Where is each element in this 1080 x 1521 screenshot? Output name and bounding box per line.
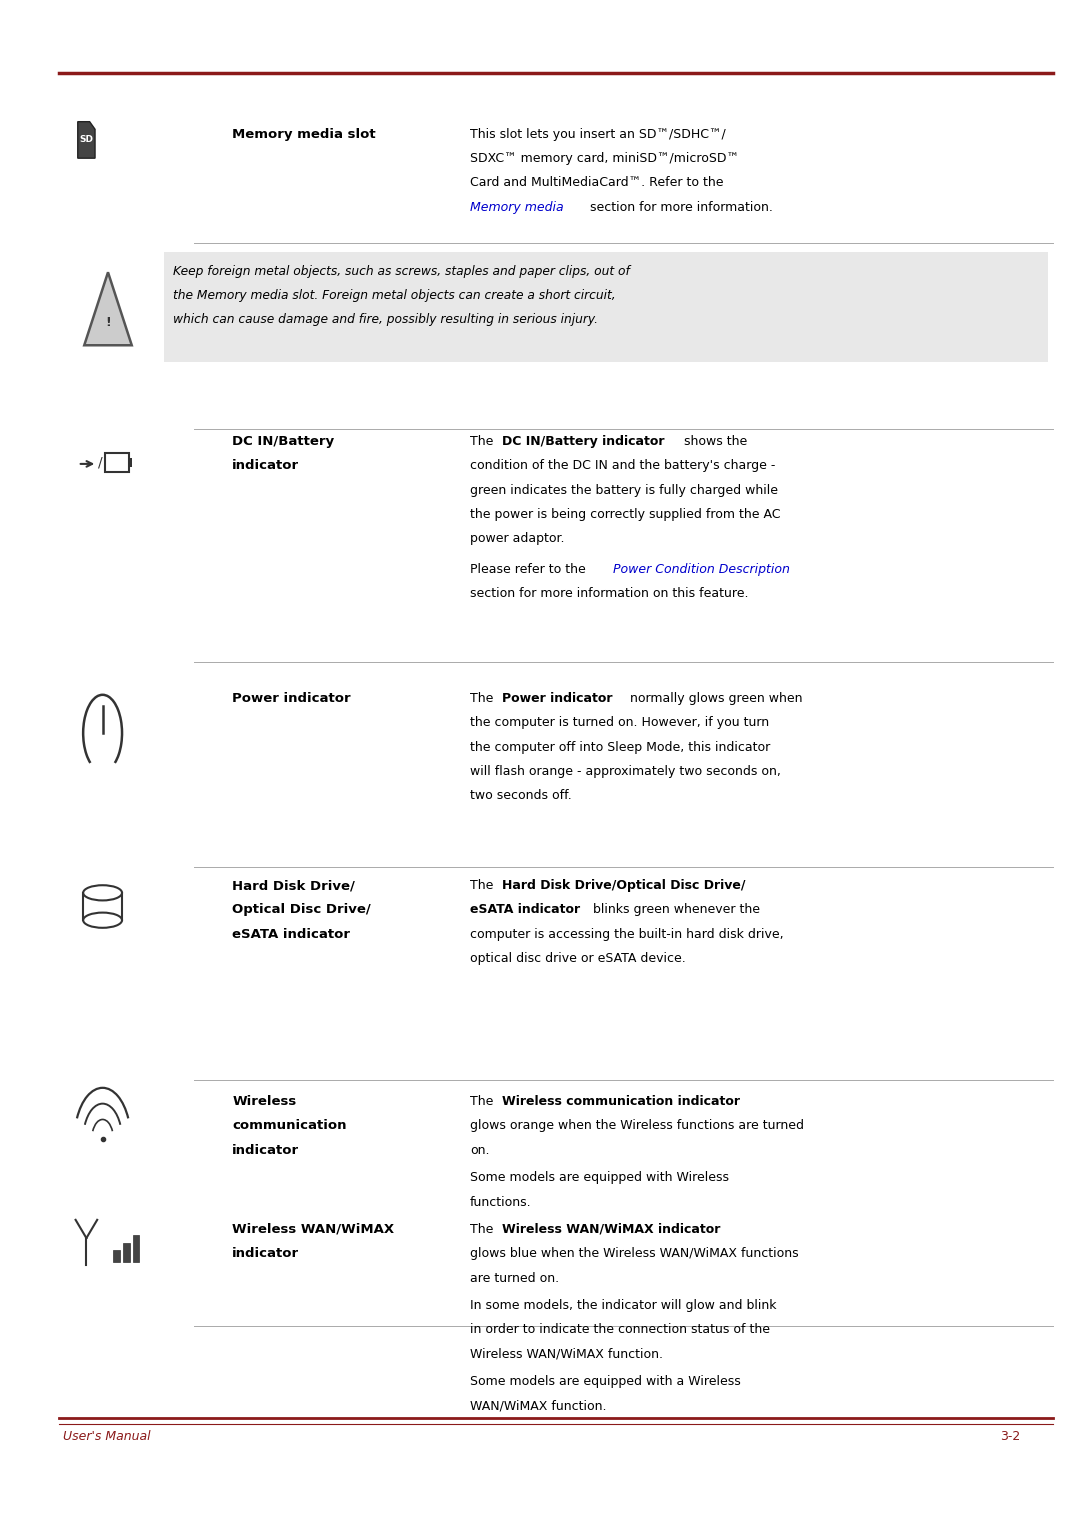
Text: will flash orange - approximately two seconds on,: will flash orange - approximately two se… (470, 765, 781, 779)
Text: Wireless WAN/WiMAX function.: Wireless WAN/WiMAX function. (470, 1348, 663, 1361)
Text: User's Manual: User's Manual (63, 1430, 150, 1443)
Text: on.: on. (470, 1144, 489, 1157)
Text: Power indicator: Power indicator (232, 692, 351, 706)
Polygon shape (84, 272, 132, 345)
Text: This slot lets you insert an SD™/SDHC™/: This slot lets you insert an SD™/SDHC™/ (470, 128, 726, 141)
Text: DC IN/Battery indicator: DC IN/Battery indicator (502, 435, 664, 449)
Text: Keep foreign metal objects, such as screws, staples and paper clips, out of: Keep foreign metal objects, such as scre… (173, 265, 630, 278)
Text: Memory media: Memory media (470, 201, 564, 214)
Text: /: / (98, 455, 103, 470)
Text: 3-2: 3-2 (1000, 1430, 1021, 1443)
Text: are turned on.: are turned on. (470, 1272, 559, 1285)
Text: The: The (470, 435, 497, 449)
Text: Wireless communication indicator: Wireless communication indicator (502, 1095, 740, 1109)
Text: the Memory media slot. Foreign metal objects can create a short circuit,: the Memory media slot. Foreign metal obj… (173, 289, 616, 303)
Text: Please refer to the: Please refer to the (470, 563, 590, 576)
Text: The: The (470, 1223, 497, 1237)
Text: the computer is turned on. However, if you turn: the computer is turned on. However, if y… (470, 716, 769, 730)
Text: shows the: shows the (680, 435, 747, 449)
Text: Card and MultiMediaCard™. Refer to the: Card and MultiMediaCard™. Refer to the (470, 176, 724, 190)
Text: Optical Disc Drive/: Optical Disc Drive/ (232, 903, 370, 917)
FancyBboxPatch shape (113, 1250, 120, 1262)
Text: Some models are equipped with a Wireless: Some models are equipped with a Wireless (470, 1375, 741, 1389)
Text: the power is being correctly supplied from the AC: the power is being correctly supplied fr… (470, 508, 780, 522)
Text: indicator: indicator (232, 1144, 299, 1157)
Text: section for more information.: section for more information. (586, 201, 773, 214)
Text: condition of the DC IN and the battery's charge -: condition of the DC IN and the battery's… (470, 459, 775, 473)
Text: indicator: indicator (232, 459, 299, 473)
Text: Wireless WAN/WiMAX: Wireless WAN/WiMAX (232, 1223, 394, 1237)
Text: blinks green whenever the: blinks green whenever the (589, 903, 759, 917)
Text: Power Condition Description: Power Condition Description (613, 563, 791, 576)
Text: The: The (470, 879, 497, 893)
Text: glows blue when the Wireless WAN/WiMAX functions: glows blue when the Wireless WAN/WiMAX f… (470, 1247, 798, 1261)
FancyBboxPatch shape (123, 1243, 130, 1262)
Text: power adaptor.: power adaptor. (470, 532, 564, 546)
FancyBboxPatch shape (129, 458, 132, 467)
Text: Some models are equipped with Wireless: Some models are equipped with Wireless (470, 1171, 729, 1185)
Text: which can cause damage and fire, possibly resulting in serious injury.: which can cause damage and fire, possibl… (173, 313, 598, 327)
Text: Memory media slot: Memory media slot (232, 128, 376, 141)
Text: WAN/WiMAX function.: WAN/WiMAX function. (470, 1399, 606, 1413)
Text: green indicates the battery is fully charged while: green indicates the battery is fully cha… (470, 484, 778, 497)
Text: Hard Disk Drive/Optical Disc Drive/: Hard Disk Drive/Optical Disc Drive/ (502, 879, 745, 893)
Text: Power indicator: Power indicator (502, 692, 612, 706)
Text: eSATA indicator: eSATA indicator (470, 903, 580, 917)
Polygon shape (78, 122, 95, 158)
Text: SDXC™ memory card, miniSD™/microSD™: SDXC™ memory card, miniSD™/microSD™ (470, 152, 739, 166)
Text: The: The (470, 692, 497, 706)
Text: The: The (470, 1095, 497, 1109)
Text: section for more information on this feature.: section for more information on this fea… (470, 587, 748, 601)
FancyBboxPatch shape (133, 1235, 139, 1262)
Text: DC IN/Battery: DC IN/Battery (232, 435, 335, 449)
Text: SD: SD (80, 135, 93, 144)
Text: indicator: indicator (232, 1247, 299, 1261)
Text: normally glows green when: normally glows green when (626, 692, 802, 706)
Text: optical disc drive or eSATA device.: optical disc drive or eSATA device. (470, 952, 686, 966)
Text: in order to indicate the connection status of the: in order to indicate the connection stat… (470, 1323, 770, 1337)
FancyBboxPatch shape (164, 252, 1048, 362)
Text: the computer off into Sleep Mode, this indicator: the computer off into Sleep Mode, this i… (470, 741, 770, 754)
Text: computer is accessing the built-in hard disk drive,: computer is accessing the built-in hard … (470, 928, 783, 941)
Text: !: ! (105, 316, 111, 329)
Text: functions.: functions. (470, 1196, 531, 1209)
Text: Wireless WAN/WiMAX indicator: Wireless WAN/WiMAX indicator (502, 1223, 720, 1237)
Text: Wireless: Wireless (232, 1095, 296, 1109)
Text: two seconds off.: two seconds off. (470, 789, 571, 803)
Text: Hard Disk Drive/: Hard Disk Drive/ (232, 879, 355, 893)
Text: communication: communication (232, 1119, 347, 1133)
Text: glows orange when the Wireless functions are turned: glows orange when the Wireless functions… (470, 1119, 804, 1133)
Text: eSATA indicator: eSATA indicator (232, 928, 350, 941)
Text: In some models, the indicator will glow and blink: In some models, the indicator will glow … (470, 1299, 777, 1313)
